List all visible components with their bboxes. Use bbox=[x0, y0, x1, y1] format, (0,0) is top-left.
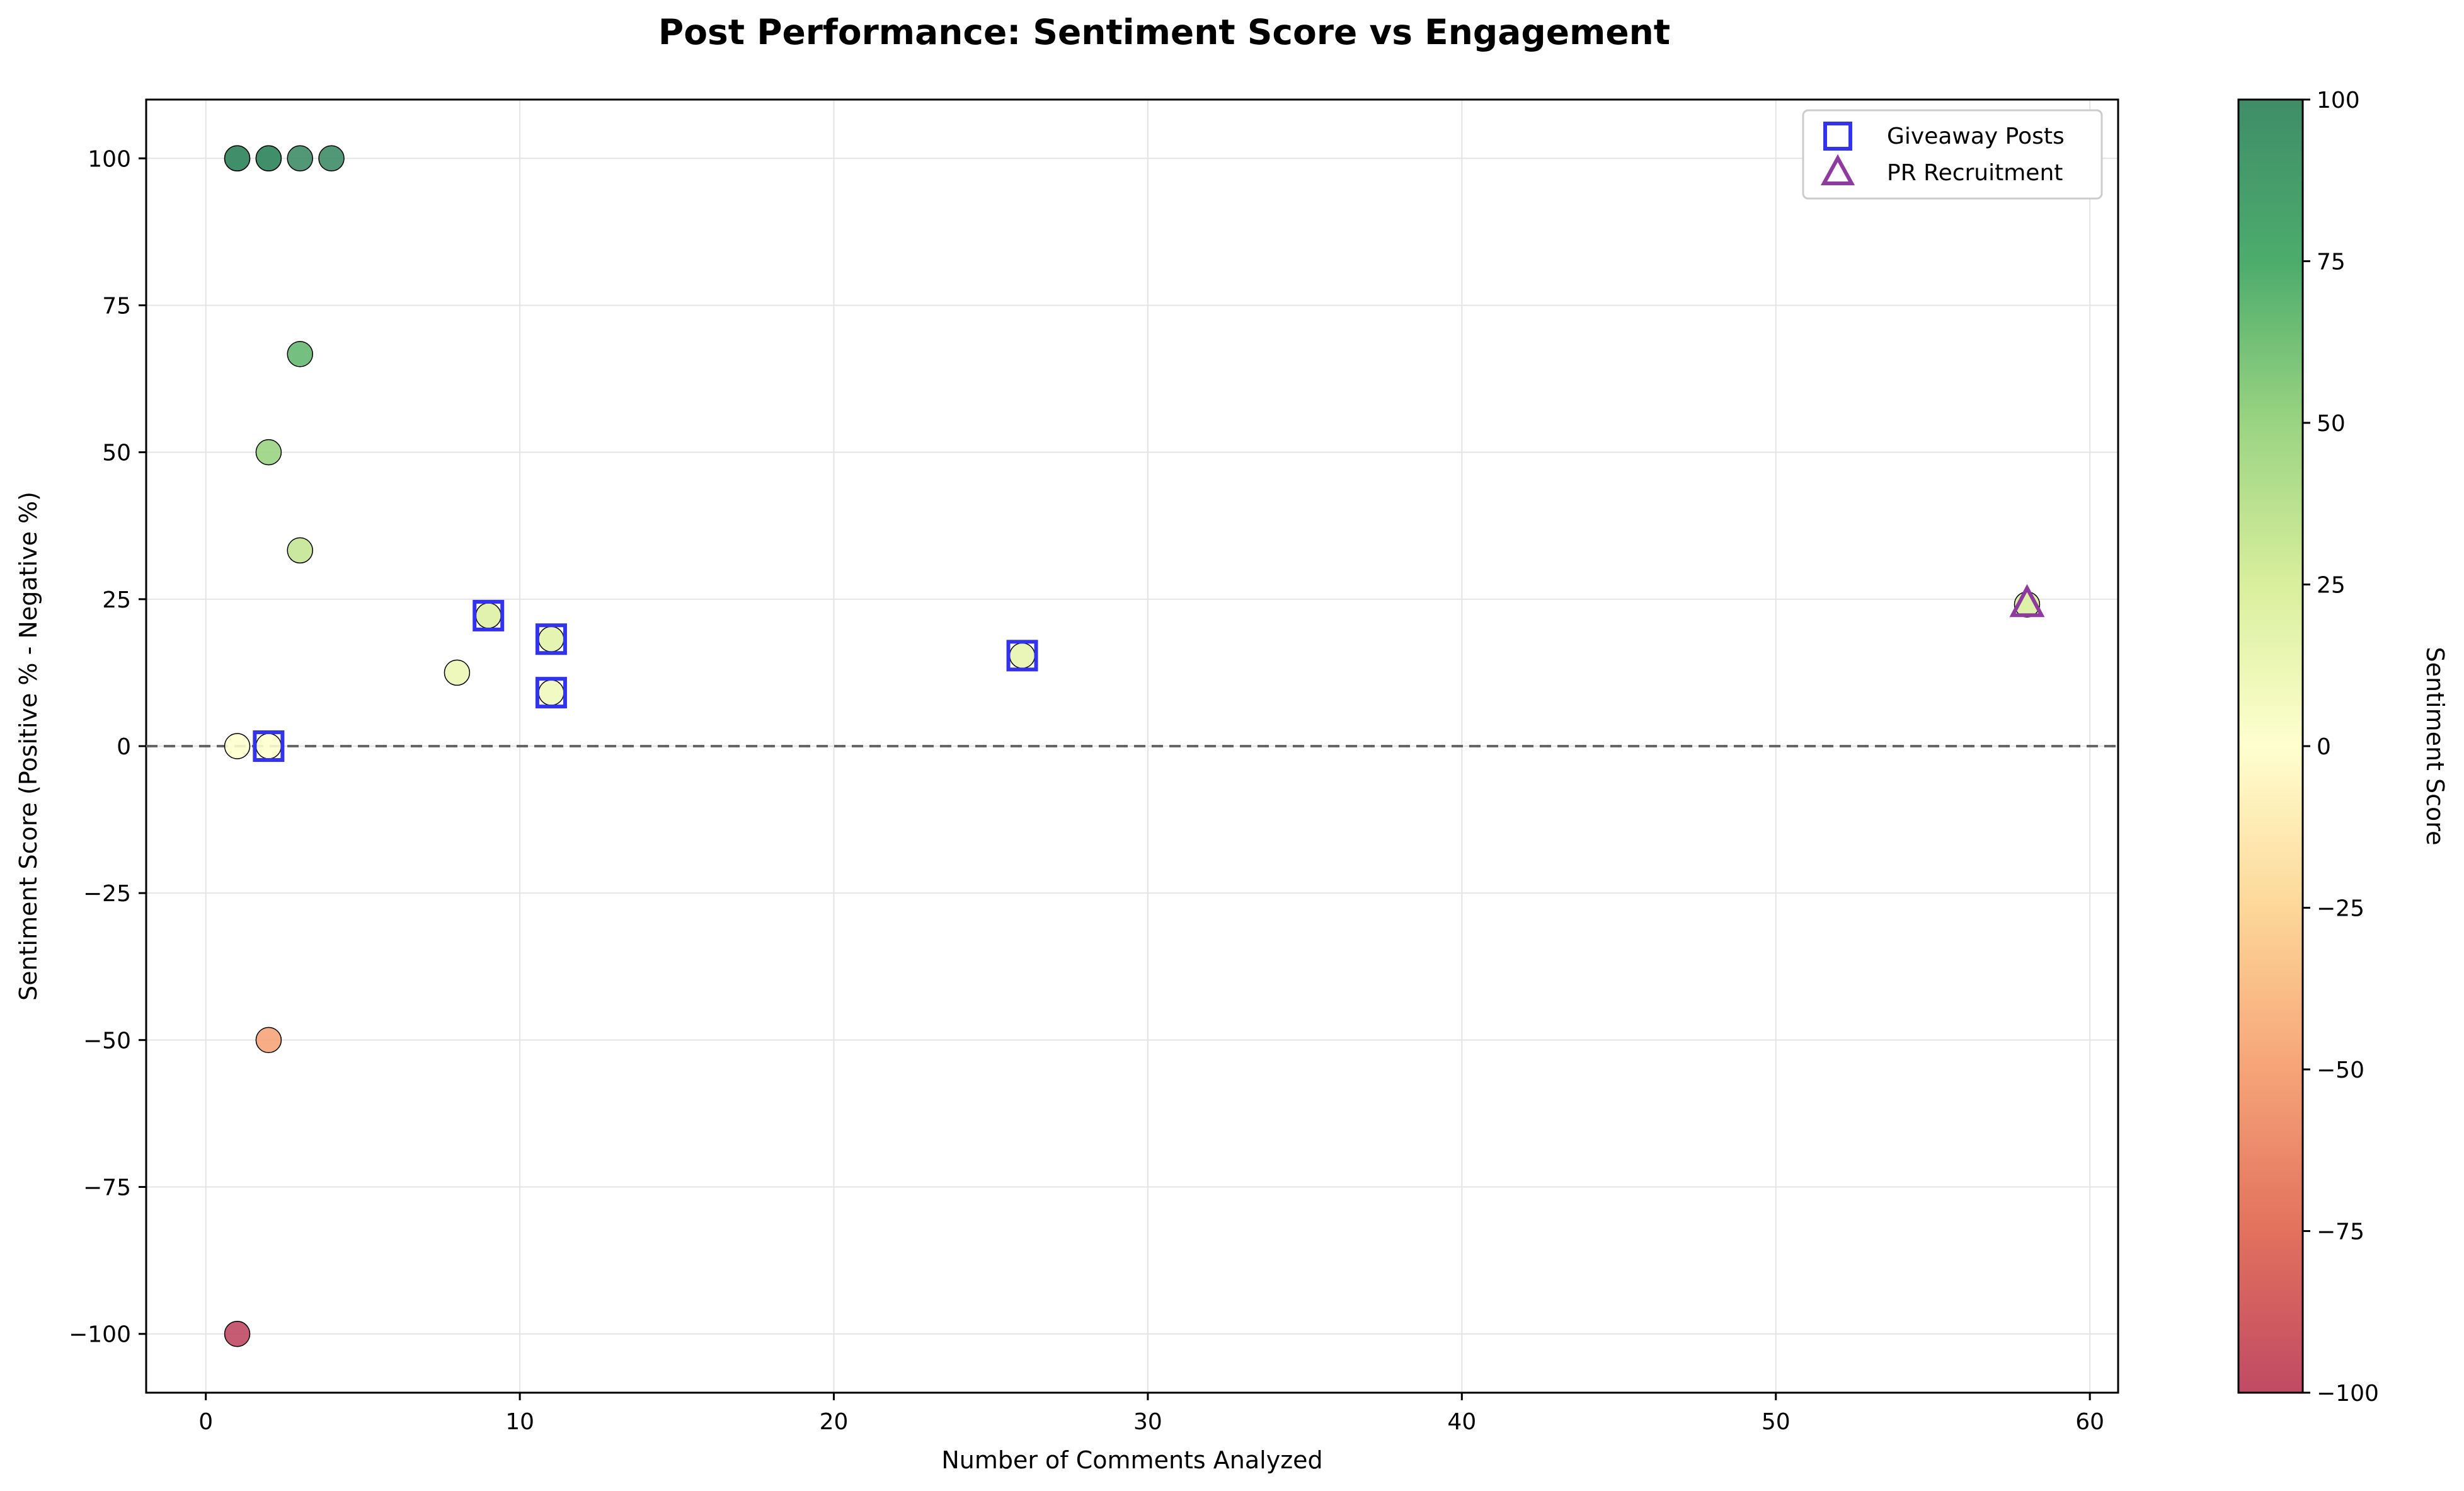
colorbar-tick-label: 75 bbox=[2317, 250, 2346, 275]
y-tick-label: −50 bbox=[83, 1028, 131, 1054]
giveaway-marker bbox=[535, 677, 567, 709]
scatter-point bbox=[538, 626, 564, 652]
x-tick-label: 0 bbox=[198, 1409, 213, 1435]
scatter-point bbox=[444, 659, 471, 686]
legend-giveaway-label: Giveaway Posts bbox=[1887, 124, 2065, 149]
x-tick-label: 10 bbox=[505, 1409, 534, 1435]
scatter-point bbox=[224, 145, 251, 172]
legend-pr-label: PR Recruitment bbox=[1887, 160, 2063, 186]
y-tick-label: −100 bbox=[69, 1322, 131, 1348]
y-tick-label: −75 bbox=[83, 1175, 131, 1201]
giveaway-marker bbox=[535, 623, 567, 655]
colorbar-tick-label: 25 bbox=[2317, 573, 2346, 599]
colorbar-tick-label: −75 bbox=[2317, 1219, 2364, 1245]
legend: Giveaway Posts PR Recruitment bbox=[1802, 109, 2103, 200]
x-tick-label: 60 bbox=[2075, 1409, 2104, 1435]
colorbar-tick-label: 50 bbox=[2317, 411, 2346, 437]
scatter-point bbox=[287, 145, 313, 172]
chart-title: Post Performance: Sentiment Score vs Eng… bbox=[658, 12, 1670, 52]
scatter-point bbox=[287, 341, 313, 367]
y-tick-label: −25 bbox=[83, 881, 131, 907]
colorbar-tick-label: 0 bbox=[2317, 734, 2331, 760]
giveaway-marker bbox=[253, 730, 285, 762]
legend-pr-marker bbox=[1820, 154, 1855, 185]
scatter-point bbox=[224, 1320, 251, 1347]
colorbar-tick-label: −100 bbox=[2317, 1381, 2379, 1407]
giveaway-marker bbox=[1006, 640, 1038, 672]
y-tick-label: 50 bbox=[102, 440, 131, 466]
pr-recruitment-marker bbox=[2009, 584, 2045, 618]
giveaway-marker bbox=[473, 599, 505, 631]
x-tick-label: 20 bbox=[820, 1409, 849, 1435]
x-tick-label: 40 bbox=[1447, 1409, 1476, 1435]
y-tick-label: 100 bbox=[88, 146, 131, 172]
colorbar-tick-label: 100 bbox=[2317, 88, 2360, 113]
highlight-markers bbox=[253, 584, 2045, 762]
scatter-point bbox=[287, 537, 313, 564]
y-tick-label: 25 bbox=[102, 587, 131, 613]
y-tick-label: 75 bbox=[102, 293, 131, 319]
colorbar bbox=[2237, 98, 2304, 1394]
colorbar-tick-label: −50 bbox=[2317, 1057, 2364, 1083]
scatter-point bbox=[224, 733, 251, 759]
colorbar-label: Sentiment Score bbox=[2421, 647, 2449, 846]
scatter-point bbox=[475, 602, 502, 629]
scatter-point bbox=[255, 439, 282, 466]
colorbar-tick-label: −25 bbox=[2317, 896, 2364, 922]
scatter-point bbox=[318, 145, 345, 172]
x-tick-label: 30 bbox=[1133, 1409, 1162, 1435]
y-tick-label: 0 bbox=[117, 734, 131, 760]
scatter-point bbox=[255, 1027, 282, 1054]
x-axis-ticks: 0 10 20 30 40 50 60 bbox=[198, 1393, 2104, 1435]
scatter-point bbox=[255, 145, 282, 172]
scatter-point bbox=[255, 733, 282, 759]
scatter-point bbox=[538, 679, 564, 706]
colorbar-ticks: −100 −75 −50 −25 0 25 50 75 100 bbox=[2303, 88, 2379, 1407]
x-axis-label: Number of Comments Analyzed bbox=[941, 1446, 1322, 1474]
x-tick-label: 50 bbox=[1762, 1409, 1791, 1435]
scatter-point bbox=[1009, 642, 1036, 669]
y-axis-ticks: −100 −75 −50 −25 0 25 50 75 100 bbox=[69, 146, 146, 1348]
y-axis-label: Sentiment Score (Positive % - Negative %… bbox=[14, 492, 42, 1001]
legend-frame bbox=[1802, 109, 2103, 200]
legend-giveaway-marker bbox=[1823, 122, 1852, 151]
